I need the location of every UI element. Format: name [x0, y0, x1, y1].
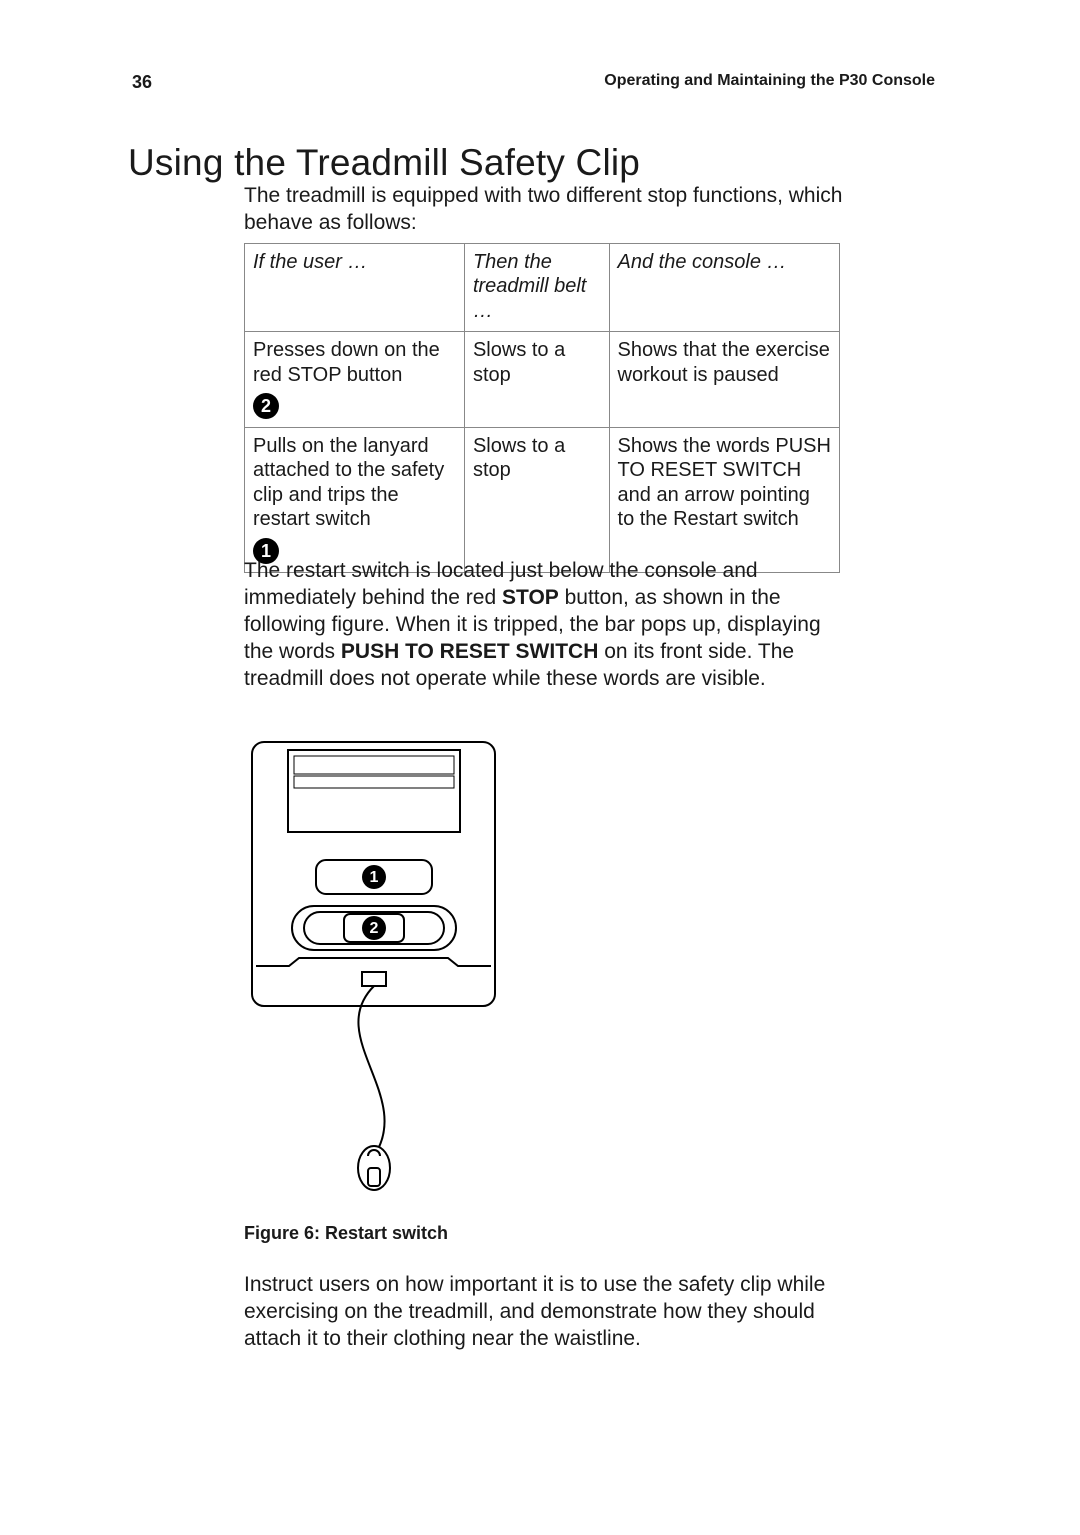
section-heading: Using the Treadmill Safety Clip — [128, 142, 640, 184]
restart-switch-figure: 1 2 — [244, 736, 503, 1204]
push-to-reset-label: PUSH TO RESET SWITCH — [341, 640, 598, 663]
table-cell-c2: Slows to a stop — [464, 332, 609, 428]
table-cell-c1: Presses down on the red STOP button 2 — [245, 332, 465, 428]
table-cell-c1: Pulls on the lanyard attached to the saf… — [245, 427, 465, 572]
table-header-c3: And the console … — [609, 244, 839, 332]
stop-label: STOP — [502, 586, 559, 609]
table-header-c2: Then the treadmill belt … — [464, 244, 609, 332]
figure-caption: Figure 6: Restart switch — [244, 1222, 844, 1245]
table-cell-c2: Slows to a stop — [464, 427, 609, 572]
table-cell-c3: Shows that the exercise workout is pause… — [609, 332, 839, 428]
cell-text: Pulls on the lanyard attached to the saf… — [253, 435, 444, 530]
restart-switch-paragraph: The restart switch is located just below… — [244, 558, 844, 692]
treadmill-console-diagram-icon: 1 2 — [244, 736, 503, 1204]
table-row: Pulls on the lanyard attached to the saf… — [245, 427, 840, 572]
cell-text: Presses down on the red STOP button — [253, 339, 440, 385]
reference-badge-2-icon: 2 — [253, 393, 279, 419]
running-head: Operating and Maintaining the P30 Consol… — [604, 72, 935, 90]
stop-functions-table: If the user … Then the treadmill belt … … — [244, 243, 840, 573]
table-cell-c3: Shows the words PUSH TO RESET SWITCH and… — [609, 427, 839, 572]
table-header-c1: If the user … — [245, 244, 465, 332]
callout-1: 1 — [370, 869, 379, 886]
callout-2: 2 — [370, 920, 379, 937]
table-row: Presses down on the red STOP button 2 Sl… — [245, 332, 840, 428]
table-header-row: If the user … Then the treadmill belt … … — [245, 244, 840, 332]
page-number: 36 — [132, 72, 152, 93]
page: 36 Operating and Maintaining the P30 Con… — [0, 0, 1080, 1535]
closing-paragraph: Instruct users on how important it is to… — [244, 1272, 844, 1353]
intro-paragraph: The treadmill is equipped with two diffe… — [244, 183, 844, 237]
